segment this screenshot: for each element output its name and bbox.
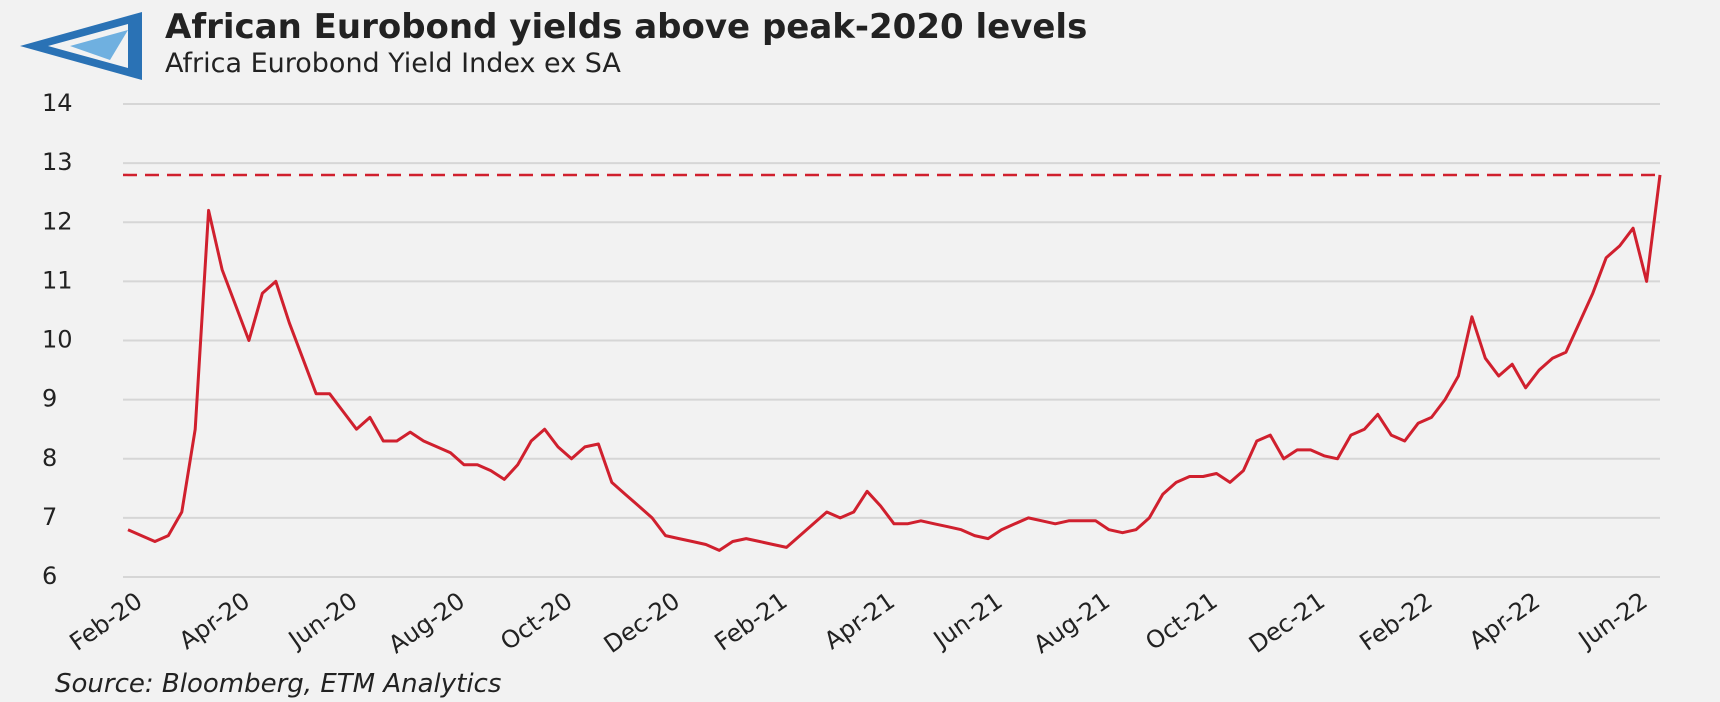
y-tick-label: 7 xyxy=(42,503,57,531)
y-tick-label: 12 xyxy=(42,207,73,235)
source-note: Source: Bloomberg, ETM Analytics xyxy=(55,669,501,699)
y-tick-label: 8 xyxy=(42,444,57,472)
y-tick-label: 13 xyxy=(42,148,73,176)
y-tick-label: 10 xyxy=(42,326,73,354)
y-tick-label: 11 xyxy=(42,266,73,294)
y-tick-label: 9 xyxy=(42,385,57,413)
data-line xyxy=(127,174,1662,552)
logo xyxy=(20,12,142,80)
chart-title: African Eurobond yields above peak-2020 … xyxy=(165,7,1087,47)
chart-subtitle: Africa Eurobond Yield Index ex SA xyxy=(165,48,621,79)
y-tick-label: 14 xyxy=(42,89,73,117)
y-tick-label: 6 xyxy=(42,562,57,590)
